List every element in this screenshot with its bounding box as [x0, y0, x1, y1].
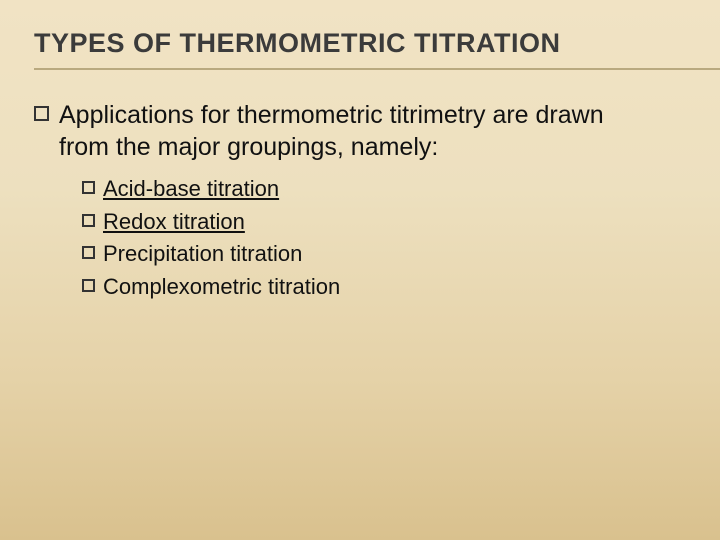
slide: TYPES OF THERMOMETRIC TITRATION Applicat…	[0, 0, 720, 540]
sub-bullet-item: Complexometric titration	[82, 273, 686, 302]
title-underline	[34, 68, 720, 70]
sub-text: Acid-base titration	[103, 175, 279, 204]
square-bullet-icon	[82, 246, 95, 259]
sub-bullet-item: Redox titration	[82, 208, 686, 237]
square-bullet-icon	[82, 181, 95, 194]
sub-list: Acid-base titration Redox titration Prec…	[82, 175, 686, 301]
slide-body: Applications for thermometric titrimetry…	[34, 99, 686, 301]
main-bullet-item: Applications for thermometric titrimetry…	[34, 99, 686, 163]
main-text: Applications for thermometric titrimetry…	[59, 99, 619, 163]
sub-bullet-item: Precipitation titration	[82, 240, 686, 269]
sub-text: Complexometric titration	[103, 273, 340, 302]
square-bullet-icon	[34, 106, 49, 121]
sub-bullet-item: Acid-base titration	[82, 175, 686, 204]
square-bullet-icon	[82, 214, 95, 227]
sub-text: Redox titration	[103, 208, 245, 237]
slide-title: TYPES OF THERMOMETRIC TITRATION	[34, 28, 686, 65]
square-bullet-icon	[82, 279, 95, 292]
sub-text: Precipitation titration	[103, 240, 302, 269]
